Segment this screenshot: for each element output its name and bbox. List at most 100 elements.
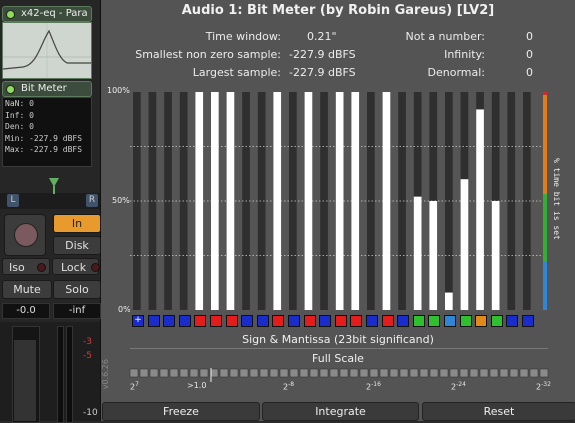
- scale-cell: [239, 368, 249, 378]
- scale-base: 2: [536, 382, 542, 392]
- scale-label-2e-32: 2-32: [536, 381, 551, 392]
- scale-base: 2: [451, 382, 457, 392]
- scale-cell: [229, 368, 239, 378]
- denormal-label: Denormal:: [427, 66, 486, 79]
- peak-display[interactable]: -inf: [53, 303, 101, 319]
- scale-label-unity: >1.0: [187, 381, 206, 390]
- integrate-button[interactable]: Integrate: [262, 402, 419, 421]
- time-window-value: 0.21": [307, 30, 337, 43]
- scale-cell: [459, 368, 469, 378]
- scale-cell: [129, 368, 139, 378]
- bit-indicator: [522, 315, 534, 327]
- iso-label: Iso: [9, 261, 25, 274]
- section-divider: [130, 348, 548, 349]
- bit-indicator: [459, 315, 472, 327]
- readout-line: Min: -227.9 dBFS: [5, 133, 83, 143]
- scale-cell: [519, 368, 529, 378]
- freeze-button[interactable]: Freeze: [102, 402, 260, 421]
- denormal-value: 0: [526, 66, 533, 79]
- side-bar-segment: [543, 92, 547, 164]
- plugin-slot-eq[interactable]: x42-eq - Para: [2, 6, 92, 22]
- scale-cell: [339, 368, 349, 378]
- monitor-input-button[interactable]: In: [53, 214, 101, 233]
- scale-cell: [449, 368, 459, 378]
- bit-indicator: [163, 315, 176, 327]
- full-scale-indicator-strip: [129, 368, 549, 382]
- pan-slider[interactable]: [0, 193, 100, 209]
- scale-cell: [469, 368, 479, 378]
- scale-exp: 7: [135, 381, 139, 388]
- version-label: v0.6.26: [101, 359, 110, 390]
- meter-scale-label: -10: [83, 408, 98, 418]
- bit-column-track: [289, 92, 297, 310]
- infinity-value: 0: [526, 48, 533, 61]
- scale-cell: [249, 368, 259, 378]
- scale-cell: [269, 368, 279, 378]
- bit-bar: [351, 92, 360, 310]
- bit-bar: [491, 201, 500, 310]
- bit-column-track: [367, 92, 375, 310]
- lock-label: Lock: [61, 261, 87, 274]
- bit-indicator: [490, 315, 503, 327]
- monitor-disk-button[interactable]: Disk: [53, 236, 101, 255]
- pan-left-label: L: [7, 194, 19, 207]
- scale-cell: [389, 368, 399, 378]
- iso-led-icon: [37, 263, 46, 272]
- scale-cell: [159, 368, 169, 378]
- meter-scale-label: -5: [83, 351, 92, 361]
- scale-cell: [279, 368, 289, 378]
- plugin-eq-label: x42-eq - Para: [21, 8, 88, 19]
- plugin-slot-bitmeter[interactable]: Bit Meter: [2, 81, 92, 97]
- bit-indicator: [444, 315, 456, 327]
- smallest-sample-value: -227.9 dBFS: [289, 48, 356, 61]
- bit-bar: [382, 92, 391, 310]
- bit-indicator: [381, 315, 394, 327]
- y-tick-100: 100%: [107, 86, 130, 95]
- meter-scale-label: -3: [83, 337, 92, 347]
- scale-cell: [139, 368, 149, 378]
- bit-indicator: [178, 315, 191, 327]
- plugin-bitmeter-label: Bit Meter: [21, 83, 67, 94]
- gain-fader-fill: [14, 340, 36, 421]
- scale-cell: [289, 368, 299, 378]
- eq-curve-display[interactable]: [2, 22, 92, 79]
- mute-button[interactable]: Mute: [2, 280, 52, 299]
- nan-value: 0: [526, 30, 533, 43]
- readout-line: Den: 0: [5, 122, 34, 131]
- bit-indicator: [334, 315, 347, 327]
- gain-entry[interactable]: -0.0: [2, 303, 50, 319]
- solo-button[interactable]: Solo: [53, 280, 101, 299]
- side-bar-segment: [543, 194, 547, 262]
- nan-label: Not a number:: [405, 30, 485, 43]
- record-icon: [14, 223, 38, 247]
- scale-cell: [539, 368, 549, 378]
- bit-bar: [413, 196, 422, 310]
- plugin-active-led[interactable]: [6, 10, 15, 19]
- full-scale-label: Full Scale: [312, 352, 364, 365]
- side-bar-segment: [543, 262, 547, 310]
- scale-cell: [439, 368, 449, 378]
- window-title: Audio 1: Bit Meter (by Robin Gareus) [LV…: [181, 3, 495, 18]
- scale-label-2e-8: 2-8: [283, 381, 294, 392]
- bit-histogram-chart: [130, 90, 547, 312]
- scale-cell: [419, 368, 429, 378]
- pan-marker-icon[interactable]: [49, 178, 59, 187]
- scale-base: 2: [366, 382, 372, 392]
- scale-cell: [489, 368, 499, 378]
- bit-column-track: [320, 92, 328, 310]
- scale-cell: [479, 368, 489, 378]
- bit-indicator: [241, 315, 254, 327]
- reset-button[interactable]: Reset: [422, 402, 575, 421]
- pan-right-label: R: [86, 194, 98, 207]
- bit-indicator: [288, 315, 300, 327]
- scale-cell: [309, 368, 319, 378]
- scale-cell: [499, 368, 509, 378]
- infinity-label: Infinity:: [444, 48, 485, 61]
- scale-cell: [359, 368, 369, 378]
- scale-cell: [429, 368, 439, 378]
- plugin-active-led[interactable]: [6, 85, 15, 94]
- scale-cell: [299, 368, 309, 378]
- lock-led-icon: [91, 263, 100, 272]
- pan-position-line: [53, 186, 55, 194]
- scale-exp: -8: [288, 381, 295, 388]
